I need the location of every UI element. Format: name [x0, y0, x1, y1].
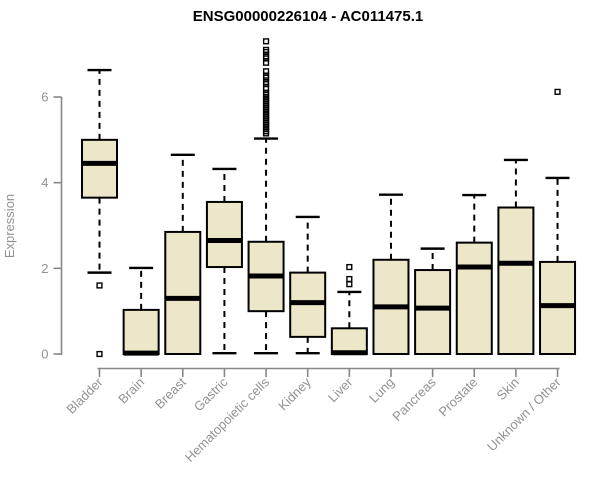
- x-category-label: Breast: [152, 374, 189, 411]
- outlier-point: [96, 350, 103, 358]
- box-liver: [330, 263, 368, 356]
- box-gastric: [205, 167, 243, 355]
- outlier-point: [96, 282, 103, 289]
- box-brain: [122, 266, 160, 356]
- x-category-label: Brain: [115, 375, 147, 407]
- y-tick-label: 0: [41, 347, 48, 362]
- iqr-box: [205, 200, 243, 269]
- outlier-point: [262, 68, 270, 75]
- iqr-box: [81, 138, 118, 199]
- x-category-label: Bladder: [63, 374, 106, 417]
- outlier-point: [346, 281, 353, 288]
- x-category-label: Liver: [325, 374, 356, 405]
- iqr-box: [455, 241, 493, 355]
- x-category-label: Gastric: [191, 374, 231, 414]
- outlier-point: [262, 38, 270, 45]
- x-category-label: Kidney: [275, 374, 314, 413]
- iqr-box: [330, 327, 368, 355]
- iqr-box: [122, 308, 160, 355]
- y-tick-label: 4: [41, 175, 48, 190]
- x-category-label: Prostate: [436, 375, 481, 420]
- y-tick-label: 6: [41, 90, 48, 105]
- box-skin: [497, 158, 535, 355]
- outlier-point: [346, 275, 353, 283]
- outlier-point: [346, 263, 353, 271]
- iqr-box: [497, 206, 535, 355]
- box-unknown-other: [539, 88, 577, 355]
- box-lung: [372, 193, 410, 355]
- y-axis-title: Expression: [2, 194, 17, 258]
- box-pancreas: [414, 247, 452, 355]
- box-kidney: [289, 215, 327, 355]
- x-category-label: Skin: [494, 375, 522, 403]
- iqr-box: [164, 230, 202, 355]
- y-tick-label: 2: [41, 261, 48, 276]
- x-category-label: Unknown / Other: [484, 374, 564, 454]
- outlier-point: [262, 46, 270, 53]
- box-prostate: [455, 193, 493, 355]
- x-category-label: Lung: [366, 375, 397, 406]
- box-breast: [164, 153, 202, 355]
- x-category-label: Pancreas: [389, 374, 439, 424]
- box-bladder: [81, 68, 118, 358]
- box-hematopoietic-cells: [247, 38, 285, 355]
- chart-title: ENSG00000226104 - AC011475.1: [193, 8, 423, 25]
- iqr-box: [414, 269, 452, 355]
- outlier-point: [554, 88, 561, 95]
- boxes: [81, 38, 577, 358]
